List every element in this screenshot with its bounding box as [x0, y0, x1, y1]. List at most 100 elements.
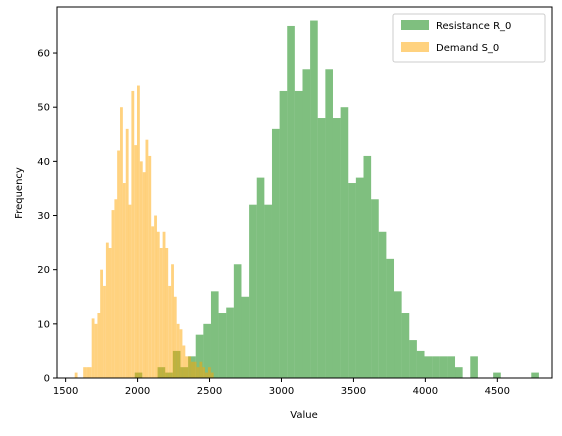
demand-bar: [196, 367, 200, 378]
resistance-bar: [332, 118, 341, 378]
legend: Resistance R_0 Demand S_0: [392, 13, 546, 63]
legend-swatch-resistance: [401, 20, 429, 30]
resistance-bar: [195, 334, 204, 378]
resistance-bar: [264, 204, 272, 378]
demand-bar: [103, 285, 106, 378]
legend-swatch-demand: [401, 42, 429, 52]
resistance-bar: [531, 372, 539, 378]
resistance-bar: [493, 372, 501, 378]
demand-bar: [114, 199, 118, 378]
demand-bar: [199, 361, 203, 378]
resistance-bar: [363, 155, 372, 378]
bars-layer: [74, 20, 539, 379]
resistance-bar: [447, 356, 456, 378]
x-tick-label: 4000: [413, 386, 438, 397]
x-axis-ticks: 1500 2000 2500 3000 3500 4000 4500: [53, 378, 510, 397]
demand-bar: [188, 356, 191, 378]
resistance-bar: [256, 177, 265, 378]
demand-bar: [207, 367, 211, 378]
demand-bar: [100, 269, 103, 378]
demand-bar: [142, 172, 146, 378]
demand-bar: [137, 85, 140, 378]
resistance-bar: [432, 356, 440, 378]
demand-bar: [202, 367, 206, 378]
resistance-bar: [233, 264, 242, 378]
demand-bar: [97, 313, 101, 378]
demand-bar: [145, 139, 149, 378]
x-tick-label: 3000: [269, 386, 294, 397]
resistance-bar: [424, 356, 433, 378]
demand-bar: [154, 215, 157, 378]
legend-label-demand: Demand S_0: [436, 43, 499, 54]
y-tick-label: 40: [37, 157, 50, 168]
demand-bar: [128, 204, 132, 378]
demand-bar: [74, 372, 78, 378]
resistance-bar: [302, 69, 311, 378]
resistance-bar: [378, 231, 387, 378]
resistance-bar: [409, 340, 417, 378]
demand-bar: [86, 367, 89, 378]
demand-bar: [134, 145, 138, 378]
demand-bar: [205, 372, 208, 378]
resistance-bar: [394, 291, 402, 378]
demand-bar: [171, 264, 174, 378]
resistance-bar: [470, 356, 478, 378]
resistance-bar: [287, 25, 295, 379]
demand-bar: [125, 128, 129, 378]
demand-bar: [105, 242, 109, 378]
plot-frame: [56, 6, 553, 379]
demand-bar: [185, 356, 189, 378]
x-tick-label: 1500: [53, 386, 78, 397]
x-tick-label: 2500: [197, 386, 222, 397]
resistance-bar: [271, 128, 280, 378]
x-axis-label: Value: [290, 410, 317, 421]
demand-bar: [108, 248, 112, 378]
resistance-bar: [371, 199, 379, 378]
resistance-bar: [340, 107, 349, 378]
y-tick-label: 60: [37, 49, 50, 60]
resistance-bar: [279, 90, 288, 378]
y-tick-label: 20: [37, 265, 50, 276]
demand-bar: [139, 161, 143, 378]
demand-bar: [179, 329, 183, 378]
resistance-bar: [218, 313, 227, 378]
y-tick-label: 50: [37, 103, 50, 114]
resistance-bar: [355, 177, 364, 378]
resistance-bar: [317, 118, 326, 378]
demand-bar: [182, 345, 186, 378]
demand-bar: [168, 285, 172, 378]
resistance-bar: [241, 296, 250, 378]
x-tick-label: 2000: [125, 386, 150, 397]
demand-bar: [88, 367, 92, 378]
y-tick-label: 0: [44, 374, 50, 385]
demand-bar: [210, 372, 214, 378]
demand-bar: [176, 323, 180, 378]
demand-bar: [190, 361, 194, 378]
y-axis-ticks: 0 10 20 30 40 50 60: [37, 49, 57, 385]
demand-bar: [173, 296, 177, 378]
demand-bar: [131, 90, 135, 378]
demand-bar: [165, 248, 169, 378]
demand-bar: [122, 183, 126, 378]
demand-bar: [120, 107, 123, 378]
resistance-bar: [455, 367, 463, 378]
demand-bar: [162, 231, 166, 378]
y-tick-label: 30: [37, 211, 50, 222]
demand-bar: [148, 155, 152, 378]
resistance-bar: [226, 307, 234, 378]
y-tick-label: 10: [37, 319, 50, 330]
resistance-bar: [401, 313, 410, 378]
resistance-bar: [416, 350, 425, 378]
resistance-bar: [439, 356, 448, 378]
x-tick-label: 3500: [341, 386, 366, 397]
demand-bar: [117, 150, 120, 378]
resistance-bar: [203, 323, 211, 378]
y-axis-label: Frequency: [14, 167, 25, 219]
demand-bar: [151, 226, 155, 378]
demand-bar: [156, 231, 160, 378]
resistance-bar: [325, 69, 333, 378]
resistance-bar: [310, 20, 318, 378]
resistance-bar: [348, 183, 356, 378]
demand-bar: [193, 361, 197, 378]
